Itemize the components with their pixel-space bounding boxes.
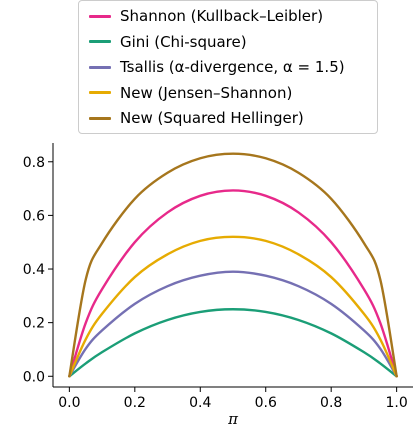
legend-label: New (Jensen–Shannon) bbox=[120, 83, 293, 102]
x-tick-label: 0.4 bbox=[189, 395, 211, 411]
legend-item: Shannon (Kullback–Leibler) bbox=[89, 6, 323, 26]
legend-item: New (Squared Hellinger) bbox=[89, 108, 304, 128]
series-line-3 bbox=[68, 235, 398, 378]
y-tick-label: 0.4 bbox=[23, 262, 45, 278]
series-line-4 bbox=[68, 152, 398, 378]
legend-item: New (Jensen–Shannon) bbox=[89, 83, 292, 103]
x-tick-label: 1.0 bbox=[386, 395, 408, 411]
series-line-2 bbox=[68, 270, 398, 378]
x-tick-label: 0.8 bbox=[320, 395, 342, 411]
legend-swatch bbox=[89, 65, 111, 69]
legend-item: Tsallis (α-divergence, α = 1.5) bbox=[89, 57, 345, 77]
chart-series-lines bbox=[68, 152, 398, 378]
chart-axes bbox=[52, 143, 413, 388]
chart-ticks: 0.0 0.2 0.4 0.6 0.8 1.0 0.0 0.2 0.4 0.6 0.8 bbox=[23, 155, 408, 411]
legend-label: Gini (Chi-square) bbox=[120, 32, 247, 51]
series-line-0 bbox=[68, 189, 398, 378]
legend-label: Tsallis (α-divergence, α = 1.5) bbox=[120, 58, 345, 76]
chart-legend: Shannon (Kullback–Leibler) Gini (Chi-squa… bbox=[78, 0, 378, 134]
legend-label: Shannon (Kullback–Leibler) bbox=[120, 7, 324, 25]
y-tick-label: 0.2 bbox=[23, 316, 45, 332]
y-tick-label: 0.0 bbox=[23, 369, 45, 385]
x-tick-label: 0.0 bbox=[58, 395, 80, 411]
x-tick-label: 0.6 bbox=[255, 395, 277, 411]
y-tick-label: 0.6 bbox=[23, 208, 45, 224]
legend-label: New (Squared Hellinger) bbox=[120, 109, 304, 127]
legend-swatch bbox=[89, 116, 111, 120]
x-tick-label: 0.2 bbox=[124, 395, 146, 411]
legend-item: Gini (Chi-square) bbox=[89, 32, 247, 52]
legend-swatch bbox=[89, 91, 111, 94]
x-axis-label: π bbox=[227, 410, 239, 428]
series-line-1 bbox=[68, 308, 398, 378]
legend-swatch bbox=[89, 14, 111, 18]
legend-swatch bbox=[89, 40, 111, 43]
y-tick-label: 0.8 bbox=[23, 155, 45, 171]
